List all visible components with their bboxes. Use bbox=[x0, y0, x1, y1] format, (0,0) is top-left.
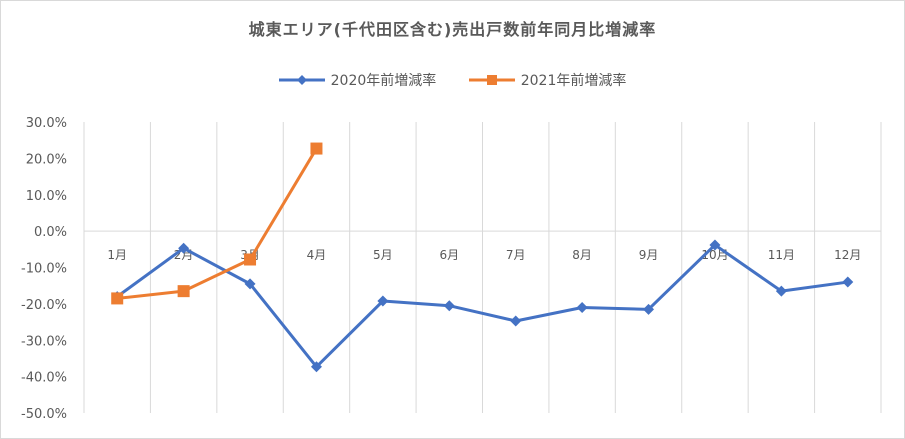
data-point-diamond bbox=[377, 295, 389, 307]
data-point-square bbox=[111, 292, 124, 305]
x-category-label: 8月 bbox=[572, 248, 592, 262]
x-category-label: 5月 bbox=[373, 248, 393, 262]
legend: 2020年前増減率 2021年前増減率 bbox=[0, 70, 905, 90]
x-category-label: 11月 bbox=[768, 248, 795, 262]
x-category-label: 9月 bbox=[639, 248, 659, 262]
legend-label-2021: 2021年前増減率 bbox=[520, 73, 627, 89]
legend-item-2020: 2020年前増減率 bbox=[278, 70, 437, 90]
x-category-label: 12月 bbox=[834, 248, 861, 262]
data-point-diamond bbox=[244, 278, 256, 290]
y-tick-label: -50.0% bbox=[21, 407, 67, 422]
legend-item-2021: 2021年前増減率 bbox=[468, 70, 627, 90]
data-point-diamond bbox=[510, 315, 522, 327]
series-line-1 bbox=[117, 147, 318, 300]
legend-swatch-2020 bbox=[278, 75, 325, 85]
data-point-diamond bbox=[178, 242, 190, 254]
data-point-diamond bbox=[643, 303, 655, 315]
data-point-square bbox=[177, 285, 190, 298]
legend-label-2020: 2020年前増減率 bbox=[330, 73, 437, 89]
x-category-label: 1月 bbox=[107, 248, 127, 262]
y-tick-label: 20.0% bbox=[26, 152, 67, 167]
x-category-label: 4月 bbox=[307, 248, 327, 262]
data-point-diamond bbox=[310, 361, 322, 373]
y-tick-label: 30.0% bbox=[26, 116, 67, 131]
y-tick-label: -20.0% bbox=[21, 298, 67, 313]
y-tick-label: 10.0% bbox=[26, 189, 67, 204]
data-point-diamond bbox=[709, 239, 721, 251]
y-tick-label: -10.0% bbox=[21, 262, 67, 277]
series-line-0 bbox=[116, 243, 848, 369]
data-point-diamond bbox=[576, 302, 588, 314]
x-category-label: 6月 bbox=[439, 248, 459, 262]
y-tick-label: -30.0% bbox=[21, 334, 67, 349]
data-point-diamond bbox=[842, 276, 854, 288]
y-tick-label: 0.0% bbox=[34, 225, 67, 240]
data-point-diamond bbox=[443, 300, 455, 312]
data-point-square bbox=[310, 142, 323, 155]
data-point-diamond bbox=[775, 285, 787, 297]
chart-title: 城東エリア(千代田区含む)売出戸数前年同月比増減率 bbox=[248, 20, 657, 39]
data-point-square bbox=[244, 253, 257, 266]
x-category-label: 7月 bbox=[506, 248, 526, 262]
y-tick-label: -40.0% bbox=[21, 371, 67, 386]
legend-swatch-2021 bbox=[468, 75, 515, 85]
